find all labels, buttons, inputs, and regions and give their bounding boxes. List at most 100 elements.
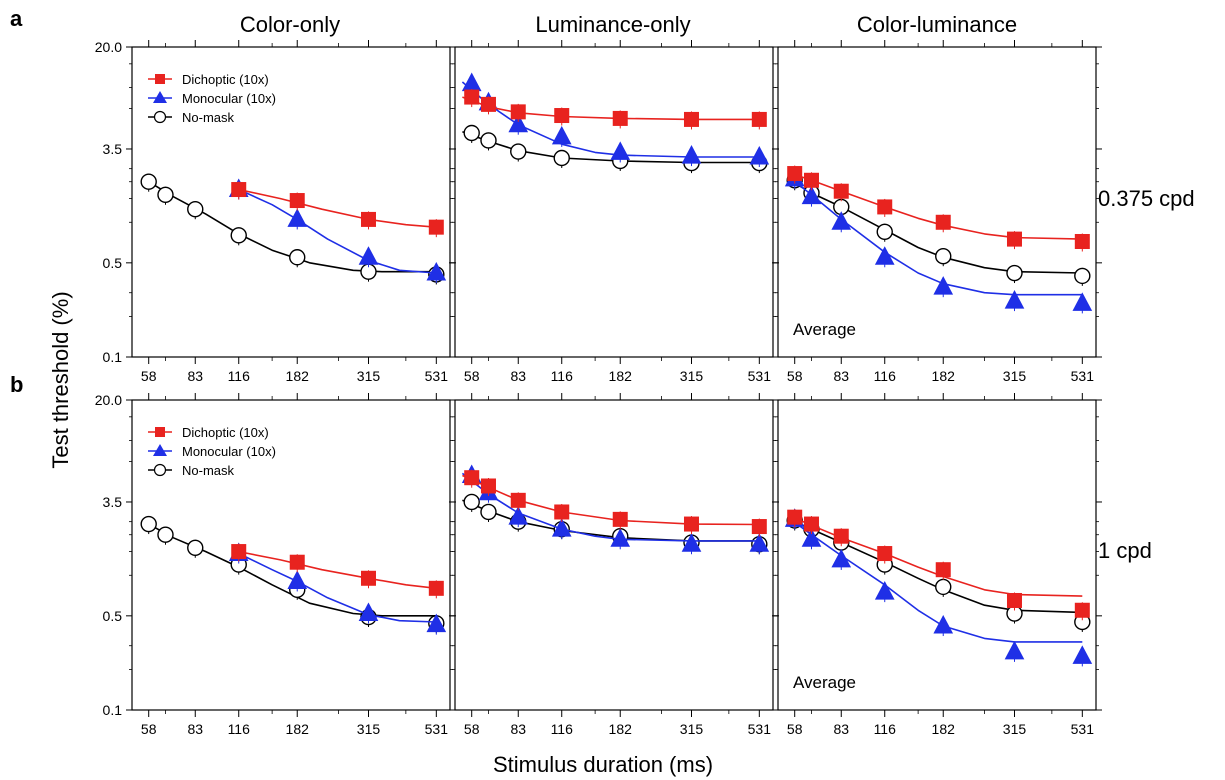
- data-point-square: [289, 193, 305, 209]
- x-tick-label: 315: [680, 721, 704, 737]
- y-tick-label: 3.5: [103, 141, 123, 157]
- chart-panel-5: 58 83 116 182 315 531: [449, 393, 779, 737]
- data-point-square: [428, 219, 444, 235]
- x-tick-label: 116: [551, 368, 574, 384]
- x-tick-label: 182: [286, 368, 310, 384]
- chart-panel-2: 58 83 116 182 315 531: [449, 40, 779, 384]
- panel-frame: [777, 46, 1097, 358]
- x-tick-label: 315: [357, 368, 381, 384]
- data-point-circle: [187, 539, 204, 556]
- data-point-square: [877, 546, 893, 562]
- x-tick-label: 531: [1071, 368, 1095, 384]
- data-point-square: [231, 182, 247, 198]
- data-point-square: [554, 108, 570, 124]
- legend-label: Monocular (10x): [182, 91, 276, 106]
- x-tick-label: 58: [464, 368, 480, 384]
- x-tick-label: 83: [833, 721, 849, 737]
- data-point-square: [833, 183, 849, 199]
- fit-line-triangle: [238, 188, 437, 274]
- data-point-square: [877, 199, 893, 215]
- x-tick-label: 83: [833, 368, 849, 384]
- x-tick-label: 531: [748, 721, 772, 737]
- legend: Dichoptic (10x) Monocular (10x) No-mask: [148, 425, 276, 478]
- fit-line-triangle: [238, 552, 437, 623]
- x-tick-label: 83: [510, 368, 526, 384]
- x-tick-label: 315: [1003, 368, 1027, 384]
- data-point-circle: [157, 186, 174, 203]
- x-tick-label: 83: [187, 368, 203, 384]
- x-tick-label: 182: [286, 721, 310, 737]
- data-point-circle: [140, 173, 157, 190]
- data-point-circle: [480, 503, 497, 521]
- data-point-triangle: [681, 533, 702, 552]
- data-point-circle: [463, 124, 480, 142]
- row-label-0375-cpd: 0.375 cpd: [1098, 186, 1195, 211]
- y-tick-label: 0.1: [103, 702, 123, 718]
- panel-letter-b: b: [10, 372, 23, 397]
- x-tick-label: 116: [874, 368, 897, 384]
- legend-marker-square: [155, 427, 165, 437]
- data-point-square: [428, 580, 444, 596]
- legend-marker-square: [155, 74, 165, 84]
- data-point-circle: [157, 526, 174, 543]
- data-point-circle: [876, 223, 893, 240]
- x-tick-label: 58: [787, 721, 803, 737]
- panel-annotation-average: Average: [793, 320, 856, 339]
- x-tick-label: 182: [932, 721, 956, 737]
- data-point-triangle: [874, 581, 895, 600]
- data-point-circle: [1006, 264, 1023, 282]
- panel-frame: [131, 399, 451, 711]
- x-tick-label: 315: [680, 368, 704, 384]
- panel-annotation-average: Average: [793, 673, 856, 692]
- data-point-triangle: [551, 518, 572, 537]
- chart-panel-6: 58 83 116 182 315 531 Average: [772, 393, 1102, 737]
- row-label-1-cpd: 1 cpd: [1098, 538, 1152, 563]
- data-point-triangle: [831, 211, 852, 230]
- data-point-triangle: [358, 246, 379, 265]
- fit-line-square: [787, 171, 1083, 240]
- data-point-triangle: [358, 602, 379, 622]
- fit-line-circle: [462, 130, 760, 164]
- x-tick-label: 531: [425, 721, 449, 737]
- data-point-square: [612, 511, 628, 527]
- data-point-circle: [289, 249, 306, 266]
- data-point-square: [480, 96, 496, 112]
- data-point-triangle: [933, 276, 954, 295]
- data-point-square: [480, 478, 496, 494]
- data-point-square: [751, 519, 767, 535]
- data-point-square: [935, 214, 951, 230]
- data-point-triangle: [933, 614, 954, 634]
- x-tick-label: 58: [787, 368, 803, 384]
- data-point-circle: [553, 149, 570, 167]
- data-point-triangle: [508, 113, 529, 133]
- x-tick-label: 315: [357, 721, 381, 737]
- x-tick-label: 531: [748, 368, 772, 384]
- data-point-triangle: [801, 528, 822, 547]
- col-title-color-only: Color-only: [240, 12, 340, 37]
- x-tick-label: 58: [141, 721, 157, 737]
- legend-label: No-mask: [182, 463, 235, 478]
- data-point-circle: [510, 143, 527, 160]
- data-point-circle: [230, 227, 247, 244]
- data-point-square: [612, 110, 628, 126]
- legend-marker-circle: [153, 463, 167, 477]
- data-point-circle: [140, 515, 157, 533]
- data-point-triangle: [610, 141, 631, 160]
- data-point-triangle: [831, 548, 852, 568]
- y-tick-label: 3.5: [103, 494, 123, 510]
- y-tick-label: 20.0: [95, 39, 122, 55]
- data-point-square: [1006, 231, 1022, 247]
- data-point-square: [683, 111, 699, 127]
- legend-marker-triangle: [153, 91, 167, 103]
- data-point-square: [464, 470, 480, 486]
- x-tick-label: 182: [609, 368, 633, 384]
- panel-frame: [131, 46, 451, 358]
- data-point-triangle: [508, 506, 529, 525]
- col-title-color-luminance: Color-luminance: [857, 12, 1017, 37]
- fit-line-triangle: [787, 175, 1083, 296]
- x-tick-label: 58: [464, 721, 480, 737]
- chart-panel-3: 58 83 116 182 315 531 Average: [772, 40, 1102, 384]
- fit-line-circle: [787, 178, 1083, 274]
- data-point-triangle: [461, 72, 482, 92]
